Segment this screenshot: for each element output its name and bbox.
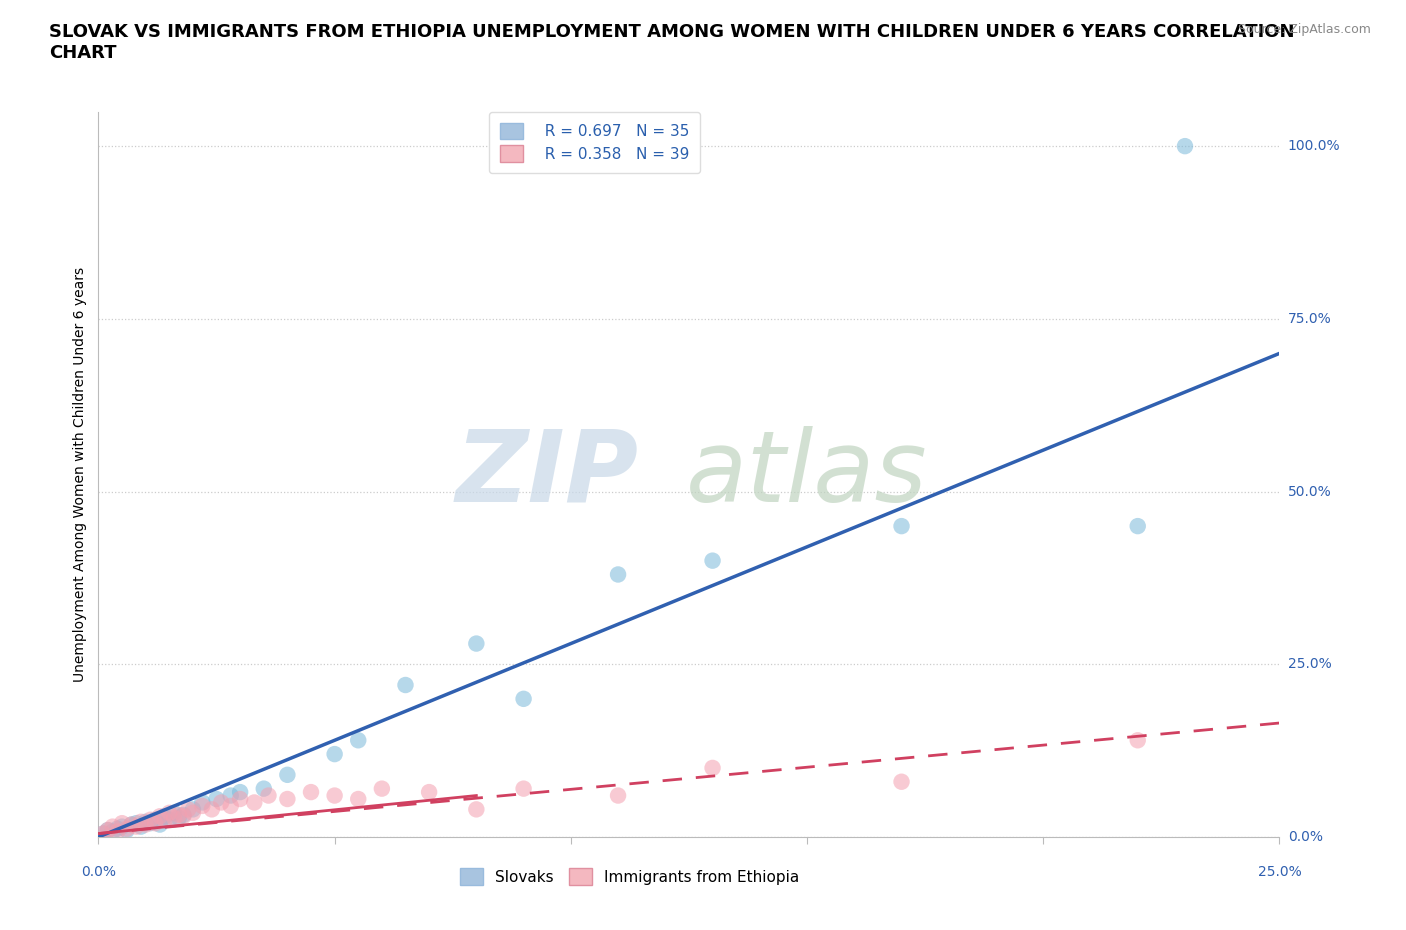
Point [172, 807, 194, 822]
Point [276, 791, 298, 806]
Text: atlas: atlas [686, 426, 928, 523]
Point [890, 519, 912, 534]
Point [125, 819, 148, 834]
Point [323, 747, 346, 762]
Point [607, 567, 630, 582]
Point [229, 785, 252, 800]
Point [167, 810, 190, 825]
Point [121, 817, 143, 832]
Text: 0.0%: 0.0% [82, 865, 115, 879]
Point [115, 823, 138, 838]
Point [276, 767, 298, 782]
Point [129, 819, 152, 834]
Point [105, 824, 128, 839]
Point [111, 816, 134, 830]
Point [181, 805, 204, 820]
Point [149, 809, 172, 824]
Point [418, 785, 440, 800]
Point [143, 812, 166, 827]
Point [191, 795, 214, 810]
Point [1126, 519, 1149, 534]
Text: SLOVAK VS IMMIGRANTS FROM ETHIOPIA UNEMPLOYMENT AMONG WOMEN WITH CHILDREN UNDER : SLOVAK VS IMMIGRANTS FROM ETHIOPIA UNEMP… [49, 23, 1295, 62]
Point [101, 824, 124, 839]
Text: ZIP: ZIP [456, 426, 638, 523]
Point [465, 636, 488, 651]
Point [512, 781, 534, 796]
Point [105, 821, 128, 836]
Point [323, 788, 346, 803]
Text: 25.0%: 25.0% [1288, 658, 1331, 671]
Point [702, 553, 724, 568]
Text: 50.0%: 50.0% [1288, 485, 1331, 498]
Point [465, 802, 488, 817]
Point [702, 761, 724, 776]
Point [143, 816, 166, 830]
Point [347, 733, 370, 748]
Point [219, 799, 242, 814]
Point [157, 805, 180, 820]
Point [607, 788, 630, 803]
Point [181, 802, 204, 817]
Point [257, 788, 280, 803]
Point [512, 691, 534, 706]
Text: 0.0%: 0.0% [1288, 830, 1323, 844]
Point [157, 812, 180, 827]
Text: 100.0%: 100.0% [1288, 140, 1340, 153]
Point [219, 788, 242, 803]
Point [101, 819, 124, 834]
Point [153, 809, 176, 824]
Point [1126, 733, 1149, 748]
Y-axis label: Unemployment Among Women with Children Under 6 years: Unemployment Among Women with Children U… [73, 267, 87, 682]
Point [115, 821, 138, 836]
Point [205, 791, 228, 806]
Point [163, 805, 186, 820]
Point [172, 809, 194, 824]
Point [209, 795, 232, 810]
Point [191, 799, 214, 814]
Text: Source: ZipAtlas.com: Source: ZipAtlas.com [1237, 23, 1371, 36]
Point [1174, 139, 1197, 153]
Point [163, 810, 186, 825]
Point [890, 775, 912, 790]
Point [299, 785, 322, 800]
Point [177, 802, 200, 817]
Point [153, 812, 176, 827]
Point [167, 807, 190, 822]
Point [394, 678, 416, 693]
Point [97, 823, 120, 838]
Point [121, 817, 143, 832]
Point [135, 815, 157, 830]
Point [253, 781, 276, 796]
Point [229, 791, 252, 806]
Legend: Slovaks, Immigrants from Ethiopia: Slovaks, Immigrants from Ethiopia [454, 862, 806, 891]
Point [139, 812, 162, 827]
Point [371, 781, 394, 796]
Point [111, 819, 134, 834]
Text: 25.0%: 25.0% [1257, 865, 1302, 879]
Point [91, 826, 114, 841]
Point [139, 816, 162, 830]
Point [135, 817, 157, 832]
Point [125, 816, 148, 830]
Point [243, 795, 266, 810]
Point [91, 826, 114, 841]
Point [129, 815, 152, 830]
Point [347, 791, 370, 806]
Point [149, 817, 172, 832]
Text: 75.0%: 75.0% [1288, 312, 1331, 326]
Point [201, 802, 224, 817]
Point [97, 823, 120, 838]
